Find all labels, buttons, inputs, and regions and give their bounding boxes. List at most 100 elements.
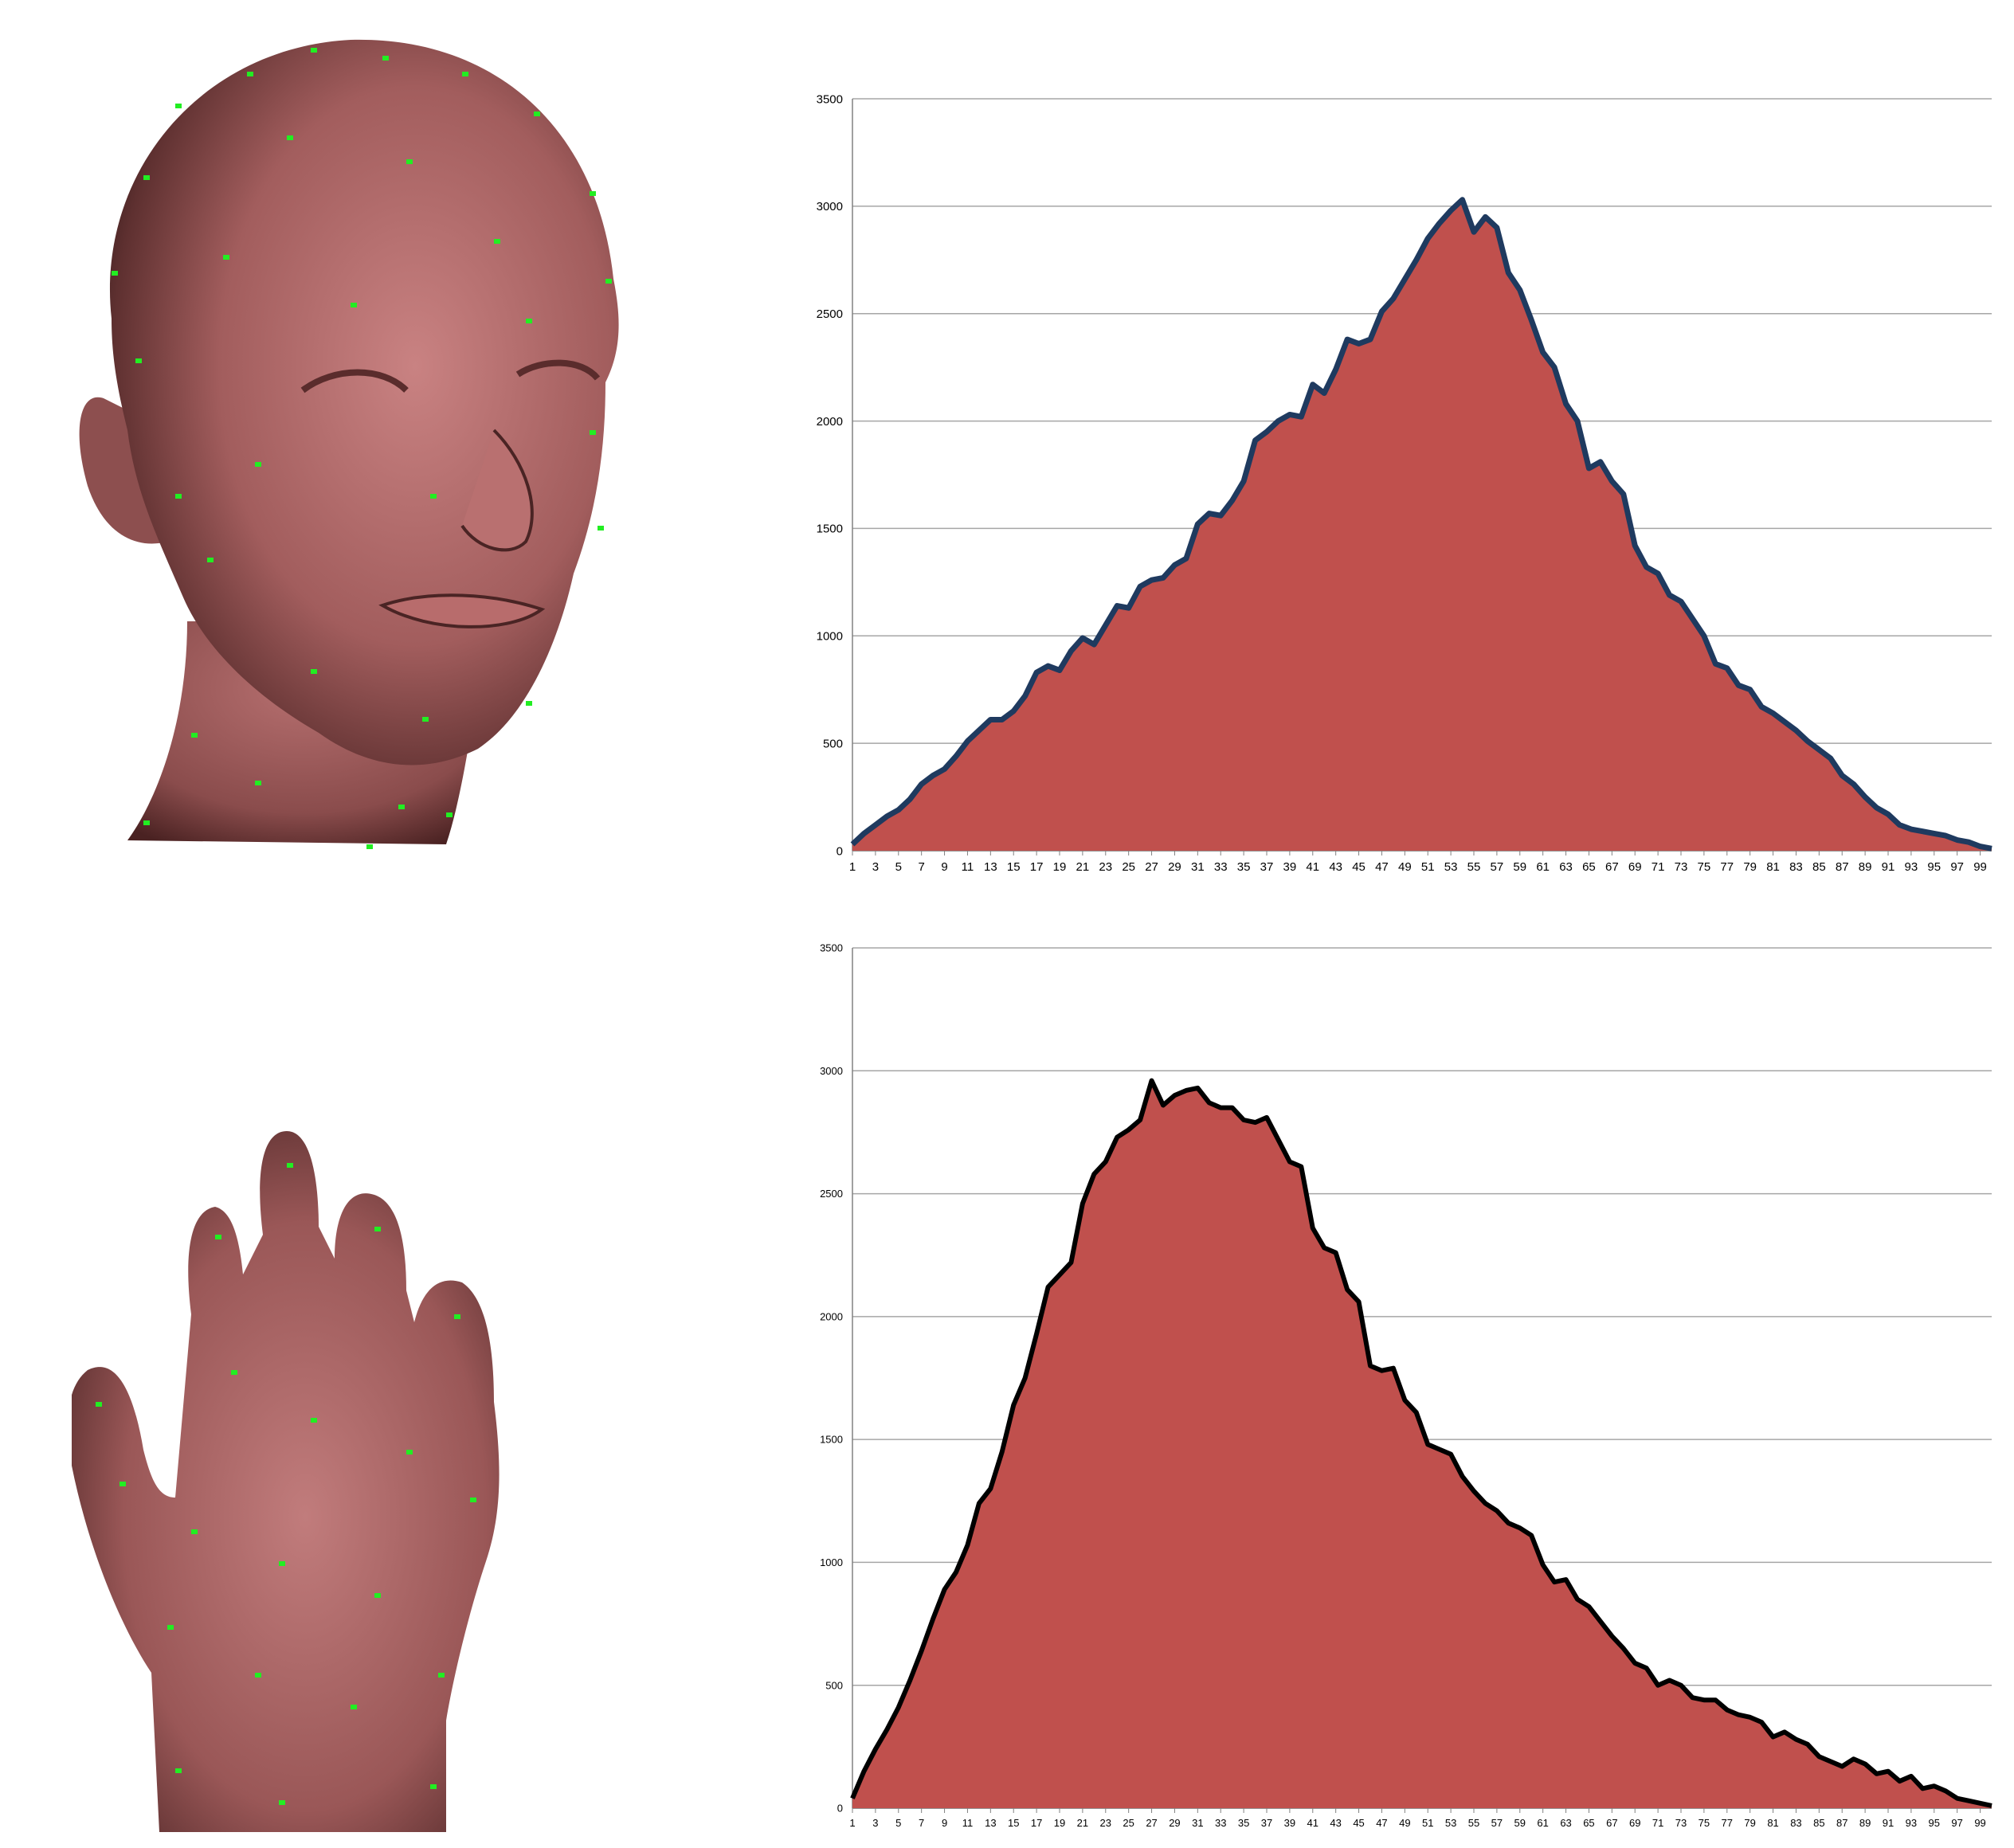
x-tick-label: 91 [1883,1817,1894,1829]
data-point [1542,352,1543,353]
x-tick-label: 59 [1513,860,1526,874]
x-tick-label: 99 [1974,1817,1985,1829]
data-point [1669,1680,1670,1681]
data-point [921,1650,922,1651]
data-point [1888,814,1889,815]
data-point [956,756,957,757]
x-tick-label: 69 [1629,1817,1640,1829]
data-point [1151,580,1152,581]
x-tick-label: 83 [1789,860,1803,874]
x-tick-label: 17 [1030,860,1044,874]
data-point [1370,339,1371,340]
x-tick-label: 27 [1146,1817,1157,1829]
x-tick-label: 45 [1352,860,1366,874]
data-point [1600,1621,1601,1622]
y-tick-label: 500 [823,737,843,750]
data-point [1658,1685,1659,1686]
x-tick-label: 73 [1675,1817,1687,1829]
data-point [1174,1095,1175,1096]
x-tick-label: 21 [1076,860,1090,874]
y-tick-label: 1000 [820,1556,843,1568]
x-tick-label: 29 [1169,1817,1180,1829]
x-tick-label: 25 [1122,860,1135,874]
data-point [1335,369,1336,370]
data-point [1381,1370,1382,1371]
area-series-line [850,1078,1992,1808]
x-tick-label: 33 [1214,860,1228,874]
x-tick-label: 71 [1652,860,1665,874]
x-tick-label: 43 [1329,860,1342,874]
x-tick-label: 23 [1099,860,1112,874]
data-point [1001,1451,1002,1452]
x-tick-label: 85 [1812,860,1826,874]
data-point [1646,1668,1647,1669]
data-point [1255,1122,1256,1123]
y-tick-label: 0 [837,844,843,858]
x-tick-label: 85 [1813,1817,1824,1829]
x-tick-label: 33 [1215,1817,1226,1829]
data-point [1324,1247,1325,1248]
x-tick-label: 11 [962,1817,974,1829]
data-point [1082,637,1083,638]
data-point [1807,741,1808,742]
data-point [1508,272,1509,273]
x-tick-label: 45 [1353,1817,1364,1829]
y-tick-label: 2000 [817,415,843,429]
data-point [898,1707,899,1708]
data-point [944,1589,945,1590]
x-tick-label: 11 [962,860,974,874]
data-point [1036,672,1037,673]
data-point [1830,758,1831,759]
x-tick-label: 29 [1168,860,1181,874]
data-point [1554,1582,1555,1583]
histogram-chart-bottom: 0 500 1000 1500 2000 2500 3000 3500 1 3 5 7 9 11 13 15 1… [789,928,2000,1840]
data-point [1474,232,1475,233]
data-point [1980,846,1981,847]
data-point [1370,1365,1371,1366]
y-tick-label: 3500 [820,942,843,954]
x-tick-label: 39 [1283,860,1297,874]
y-tick-label: 3000 [820,1065,843,1077]
data-point [1358,343,1359,344]
data-point [1519,290,1520,291]
x-tick-label: 25 [1123,1817,1134,1829]
data-point [1474,1490,1475,1491]
x-tick-label: 27 [1145,860,1158,874]
x-tick-label: 1 [849,860,856,874]
data-point [1439,223,1440,224]
y-tick-label: 3000 [817,200,843,213]
data-point [1451,210,1452,211]
data-point [1922,1788,1923,1789]
x-tick-label: 49 [1399,1817,1410,1829]
data-point [1267,1117,1268,1118]
x-tick-label: 47 [1376,1817,1387,1829]
data-point [1117,605,1118,606]
data-point [1623,1648,1624,1649]
data-point [898,809,899,810]
x-tick-label: 3 [872,1817,878,1829]
x-tick-label: 77 [1720,860,1734,874]
y-tick-label: 3500 [817,92,843,106]
x-tick-label: 57 [1491,1817,1503,1829]
x-tick-label: 79 [1744,1817,1755,1829]
x-tick-label: 61 [1536,860,1550,874]
data-point [1381,311,1382,312]
data-point [1312,1227,1313,1228]
x-tick-label: 3 [872,860,879,874]
data-point [1347,1289,1348,1290]
x-tick-label: 93 [1905,860,1918,874]
x-tick-label: 67 [1605,860,1619,874]
x-tick-label: 47 [1375,860,1389,874]
data-point [1485,1503,1486,1504]
data-point [1163,1105,1164,1106]
x-tick-label: 35 [1238,1817,1249,1829]
x-tick-label: 41 [1306,860,1319,874]
y-tick-label: 1000 [817,630,843,644]
data-point [910,799,911,800]
x-tick-label: 75 [1699,1817,1710,1829]
x-tick-label: 13 [984,860,997,874]
y-tick-label: 1500 [817,523,843,536]
area-series-fill [852,1080,1992,1808]
x-tick-label: 63 [1560,1817,1571,1829]
